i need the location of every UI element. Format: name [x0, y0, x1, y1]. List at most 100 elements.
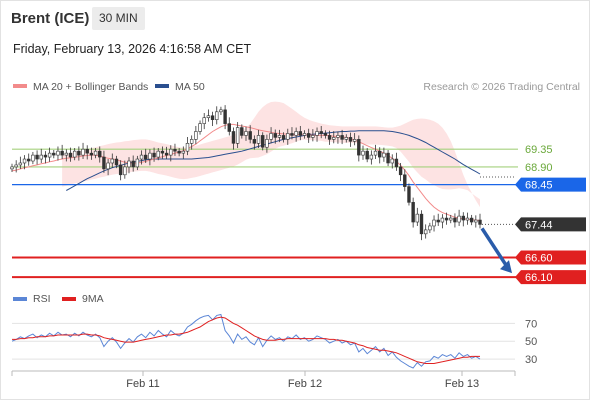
candle-body-23: [106, 162, 110, 170]
candle-body-39: [173, 148, 177, 152]
candle-body-99: [423, 229, 428, 235]
candle-body-8: [43, 154, 48, 158]
candle-body-22: [102, 156, 106, 170]
candle-body-74: [319, 131, 323, 134]
candle-body-97: [415, 213, 420, 223]
candle-body-72: [311, 135, 315, 138]
candle-body-36: [160, 150, 165, 154]
rsi-level-label-2: 30: [525, 354, 537, 366]
candle-body-29: [131, 160, 135, 168]
legend-rsi-swatch: [13, 297, 27, 301]
candle-body-41: [181, 150, 186, 154]
candle-body-70: [302, 133, 307, 136]
candle-body-51: [223, 109, 227, 124]
candle-body-91: [390, 158, 394, 164]
candle-body-20: [93, 150, 98, 156]
candle-body-52: [227, 123, 231, 132]
candle-body-78: [336, 135, 340, 138]
candle-body-88: [378, 150, 382, 158]
support-tag-5: [515, 270, 586, 285]
candle-body-15: [72, 150, 77, 158]
legend-ma20-label: MA 20 + Bollinger Bands: [33, 81, 148, 93]
candle-body-42: [185, 142, 190, 152]
candle-body-35: [156, 150, 160, 158]
candle-body-80: [344, 137, 348, 140]
legend-ma50-label: MA 50: [175, 81, 205, 93]
support-tag-label-5: 66.10: [525, 272, 553, 284]
candle-body-4: [27, 158, 31, 162]
candle-body-84: [361, 150, 365, 156]
candle-body-87: [373, 150, 378, 156]
candle-body-77: [332, 137, 336, 140]
candle-body-34: [152, 152, 156, 158]
candle-body-7: [39, 154, 43, 160]
candle-body-0: [10, 166, 14, 170]
candle-body-13: [64, 152, 69, 156]
candle-body-14: [68, 152, 73, 158]
candle-body-101: [432, 219, 436, 227]
candle-body-96: [411, 202, 415, 223]
instrument-title: Brent (ICE): [11, 10, 90, 27]
legend-rsi-ma-label: 9MA: [82, 293, 104, 305]
candle-body-5: [31, 154, 35, 162]
candle-body-55: [240, 127, 244, 136]
candle-body-98: [419, 213, 424, 235]
candle-body-94: [403, 174, 407, 187]
legend-ma20-swatch: [13, 84, 27, 88]
rsi-line: [11, 313, 481, 369]
candle-body-58: [252, 139, 257, 144]
candle-body-25: [114, 158, 119, 166]
candle-body-26: [118, 164, 123, 176]
candle-body-54: [235, 127, 240, 144]
forecast-arrow-head: [500, 260, 512, 274]
candle-body-16: [77, 150, 81, 156]
candle-body-38: [169, 148, 173, 156]
candle-body-49: [215, 111, 219, 120]
timeframe-badge[interactable]: 30 MIN: [92, 7, 145, 30]
timestamp: Friday, February 13, 2026 4:16:58 AM CET: [13, 42, 252, 56]
ma50-line: [66, 130, 481, 191]
candle-body-40: [177, 150, 181, 154]
candle-body-71: [306, 133, 311, 138]
candle-body-95: [407, 186, 411, 203]
candle-body-64: [277, 135, 282, 138]
candle-body-43: [189, 139, 194, 144]
candle-body-67: [290, 133, 294, 136]
x-tick-label-0: Feb 11: [126, 378, 159, 390]
candle-body-6: [35, 154, 39, 160]
candle-body-44: [194, 131, 198, 140]
candle-body-75: [323, 133, 328, 136]
legend-ma50-swatch: [155, 84, 169, 88]
candle-body-92: [394, 158, 399, 168]
candle-body-63: [273, 133, 277, 138]
candle-body-103: [440, 217, 445, 223]
candle-body-111: [474, 219, 478, 223]
candle-body-17: [81, 148, 85, 156]
x-axis: Feb 11 Feb 12 Feb 13: [11, 370, 516, 390]
candle-body-65: [281, 135, 286, 140]
candle-body-110: [469, 217, 474, 223]
candle-body-28: [127, 160, 131, 168]
bollinger-bands: [62, 101, 480, 208]
rsi-level-label-1: 50: [525, 336, 537, 348]
forecast-arrow-shaft: [480, 227, 510, 270]
candle-body-93: [398, 166, 403, 176]
candlesticks: [10, 105, 482, 241]
candle-body-89: [382, 152, 386, 158]
candle-body-86: [369, 154, 374, 160]
candle-body-105: [449, 217, 453, 221]
rsi-level-label-0: 70: [525, 318, 537, 330]
candle-body-24: [110, 158, 114, 164]
candle-body-62: [269, 133, 273, 140]
pivot-tag: [515, 177, 586, 192]
candle-body-11: [56, 150, 60, 156]
legend-rsi-label: RSI: [33, 293, 51, 305]
candle-body-10: [52, 152, 56, 156]
candle-body-79: [340, 135, 344, 140]
candle-body-1: [14, 164, 18, 168]
candle-body-82: [352, 139, 357, 142]
candle-body-30: [135, 158, 140, 168]
candle-body-109: [465, 217, 470, 221]
candle-body-106: [453, 217, 457, 223]
candle-body-107: [457, 215, 461, 223]
